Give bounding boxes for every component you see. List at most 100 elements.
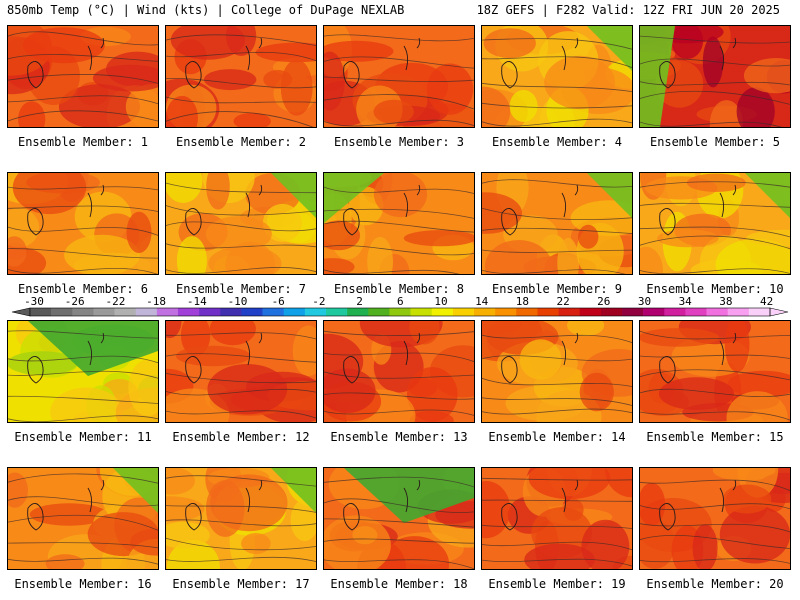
temperature-blob: [205, 216, 272, 252]
height-contour-line: [8, 496, 158, 507]
ensemble-map-panel: [481, 172, 633, 275]
colorbar-swatch: [622, 308, 644, 316]
colorbar-tick-label: 30: [638, 296, 651, 308]
temperature-blob: [692, 524, 718, 569]
height-contour-line: [324, 476, 474, 488]
colorbar-swatch: [241, 308, 263, 316]
height-contour-line: [482, 377, 632, 387]
terrain-outline: [27, 37, 105, 89]
height-contour-line: [166, 77, 316, 89]
terrain-outline: [501, 184, 579, 236]
model-valid-time: 18Z GEFS | F282 Valid: 12Z FRI JUN 20 20…: [476, 3, 780, 17]
colorbar-swatch: [431, 308, 454, 316]
colorbar-swatch: [283, 308, 306, 316]
temperature-blob: [324, 258, 355, 274]
height-contour-line: [8, 473, 158, 484]
terrain-outline: [659, 332, 737, 384]
colorbar-swatch: [452, 308, 475, 316]
height-contour-line: [324, 94, 474, 110]
colorbar-swatch: [685, 308, 707, 316]
terrain-outline: [27, 332, 105, 384]
cool-air-region: [271, 173, 316, 218]
temperature-blob: [233, 112, 271, 127]
height-contour-line: [324, 119, 474, 127]
ensemble-member-label: Ensemble Member: 6: [17, 282, 149, 296]
height-contour-line: [8, 95, 158, 105]
height-contour-line: [324, 220, 474, 233]
temperature-blob: [702, 36, 724, 88]
ensemble-member-label: Ensemble Member: 10: [646, 282, 784, 296]
ensemble-member-label: Ensemble Member: 16: [14, 577, 152, 591]
ensemble-map-panel: [481, 467, 633, 570]
temperature-blob: [605, 468, 632, 498]
height-contour-line: [482, 524, 632, 529]
temperature-blob: [524, 543, 595, 569]
colorbar-swatch: [72, 308, 94, 316]
height-contour-line: [324, 498, 474, 513]
temperature-blob: [176, 345, 251, 367]
ensemble-member-label: Ensemble Member: 4: [491, 135, 623, 149]
ensemble-map-panel: [7, 172, 159, 275]
height-contour-line: [640, 523, 790, 533]
temperature-blob: [166, 173, 203, 203]
ensemble-map-panel: [639, 320, 791, 423]
colorbar-swatch: [262, 308, 285, 316]
colorbar-swatch: [727, 308, 750, 316]
height-contour-line: [166, 332, 316, 340]
ensemble-map-panel: [7, 467, 159, 570]
temperature-blob: [581, 519, 630, 569]
height-contour-line: [166, 505, 316, 513]
height-contour-line: [8, 248, 158, 259]
temperature-blob: [409, 321, 440, 345]
temperature-blob: [241, 533, 271, 554]
terrain-outline: [185, 184, 263, 236]
terrain-outline: [343, 184, 421, 236]
colorbar-swatch: [93, 308, 115, 316]
temperature-colorbar: -30 -26 -22 -18 -14 -10 -6 -2 2 6 10 14 18 22 26 30 34 38…: [0, 296, 800, 320]
cool-air-region: [113, 468, 158, 513]
temperature-blob: [719, 505, 790, 564]
height-contour-line: [8, 186, 158, 191]
temperature-blob: [292, 325, 316, 377]
temperature-blob: [403, 230, 474, 247]
colorbar-swatch: [220, 308, 242, 316]
temperature-field-map: [166, 26, 316, 127]
ensemble-member-label: Ensemble Member: 8: [333, 282, 465, 296]
height-contour-line: [324, 518, 474, 528]
height-contour-line: [324, 371, 474, 379]
colorbar-tick-label: 42: [760, 296, 773, 308]
terrain-outline: [343, 332, 421, 384]
ensemble-map-panel: [639, 25, 791, 128]
colorbar-swatch: [156, 308, 179, 316]
temperature-blob: [23, 27, 105, 64]
height-contour-line: [166, 205, 316, 216]
ensemble-member-label: Ensemble Member: 20: [646, 577, 784, 591]
terrain-outline: [659, 184, 737, 236]
ensemble-member-label: Ensemble Member: 17: [172, 577, 310, 591]
height-contour-line: [482, 499, 632, 502]
ensemble-map-panel: [323, 320, 475, 423]
height-contour-line: [166, 475, 316, 487]
temperature-blob: [324, 368, 376, 413]
temperature-blob: [166, 321, 182, 339]
temperature-blob: [176, 236, 207, 274]
cool-air-region: [324, 173, 384, 223]
temperature-blob: [18, 101, 46, 127]
colorbar-swatch: [304, 308, 327, 316]
temperature-blob: [709, 100, 743, 127]
height-contour-line: [324, 392, 474, 400]
temperature-field-map: [640, 468, 790, 569]
height-contour-line: [166, 111, 314, 127]
ensemble-map-panel: [639, 467, 791, 570]
height-contour-line: [166, 96, 316, 104]
ensemble-map-panel: [165, 467, 317, 570]
temperature-blob: [482, 86, 511, 127]
temperature-field-map: [8, 468, 158, 569]
colorbar-swatch: [178, 308, 200, 316]
colorbar-swatch: [114, 308, 137, 316]
ensemble-map-panel: [323, 25, 475, 128]
temperature-blob: [208, 246, 282, 274]
height-contour-line: [8, 31, 158, 46]
temperature-blob: [92, 64, 158, 92]
temperature-field-map: [324, 468, 474, 569]
